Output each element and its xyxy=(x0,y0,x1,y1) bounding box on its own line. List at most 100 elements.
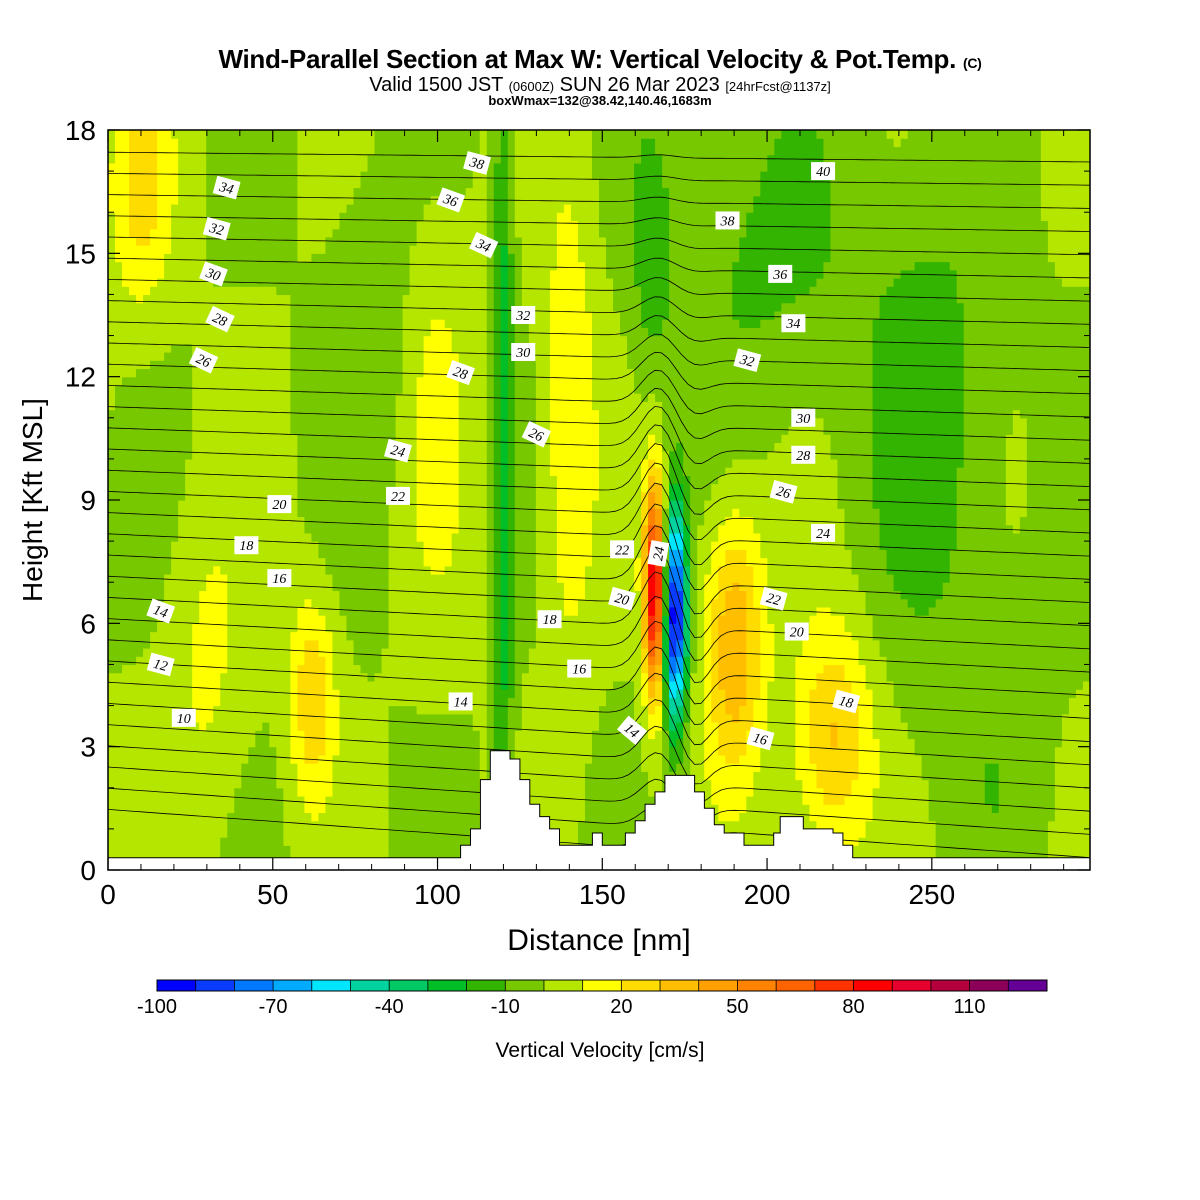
w-cell xyxy=(304,500,313,509)
w-cell xyxy=(290,812,298,822)
w-cell xyxy=(241,352,249,361)
w-cell xyxy=(290,787,298,797)
w-cell xyxy=(346,228,355,238)
w-cell xyxy=(248,146,256,156)
w-cell xyxy=(325,154,334,164)
w-cell xyxy=(185,820,193,830)
w-cell xyxy=(220,672,228,682)
w-cell xyxy=(304,722,313,731)
w-cell xyxy=(332,335,341,345)
w-cell xyxy=(136,278,144,287)
w-cell xyxy=(164,278,172,287)
w-cell xyxy=(234,516,242,526)
w-cell xyxy=(192,475,200,485)
w-cell xyxy=(108,393,116,402)
w-cell xyxy=(388,162,397,172)
w-cell xyxy=(276,236,284,246)
w-cell xyxy=(213,837,221,846)
w-cell xyxy=(409,516,418,526)
w-cell xyxy=(283,212,291,222)
w-cell xyxy=(339,812,348,822)
w-cell xyxy=(213,845,221,855)
w-cell xyxy=(115,384,123,394)
w-cell xyxy=(122,294,130,304)
w-cell xyxy=(290,195,298,205)
w-cell xyxy=(472,401,481,411)
w-cell xyxy=(374,787,383,797)
w-cell xyxy=(234,483,242,493)
w-cell xyxy=(227,154,235,164)
w-cell xyxy=(248,310,256,320)
w-cell xyxy=(402,319,411,328)
w-cell xyxy=(479,500,488,509)
w-cell xyxy=(360,384,369,394)
w-cell xyxy=(185,195,193,205)
w-cell xyxy=(360,516,369,526)
w-cell xyxy=(262,565,270,575)
w-cell xyxy=(493,730,502,740)
w-cell xyxy=(444,220,453,230)
w-cell xyxy=(325,335,334,345)
w-cell xyxy=(255,253,263,263)
w-cell xyxy=(269,335,277,345)
w-cell xyxy=(262,582,270,592)
w-cell xyxy=(220,582,228,592)
w-cell xyxy=(276,376,284,386)
w-cell xyxy=(409,837,418,846)
w-cell xyxy=(283,228,291,238)
w-cell xyxy=(381,245,390,254)
w-cell xyxy=(234,796,242,805)
w-cell xyxy=(297,483,305,493)
w-cell xyxy=(458,820,467,830)
w-cell xyxy=(388,845,397,855)
w-cell xyxy=(276,763,284,772)
w-cell xyxy=(206,154,214,164)
w-cell xyxy=(458,516,467,526)
w-cell xyxy=(150,508,158,518)
w-cell xyxy=(479,294,488,304)
w-cell xyxy=(325,672,334,682)
w-cell xyxy=(108,771,116,781)
w-cell xyxy=(465,220,474,230)
w-cell xyxy=(248,483,256,493)
w-cell xyxy=(157,179,165,189)
w-cell xyxy=(318,845,327,855)
w-cell xyxy=(367,401,376,411)
w-cell xyxy=(311,787,320,797)
w-cell xyxy=(220,730,228,740)
w-cell xyxy=(430,722,439,731)
w-cell xyxy=(143,812,151,822)
w-cell xyxy=(409,384,418,394)
w-cell xyxy=(451,738,460,748)
w-cell xyxy=(465,664,474,674)
w-cell xyxy=(353,327,362,337)
w-cell xyxy=(346,327,355,337)
w-cell xyxy=(150,475,158,485)
w-cell xyxy=(430,417,439,427)
w-cell xyxy=(423,352,432,361)
w-cell xyxy=(122,754,130,764)
w-cell xyxy=(458,401,467,411)
w-cell xyxy=(360,417,369,427)
w-cell xyxy=(451,376,460,386)
w-cell xyxy=(472,467,481,476)
w-cell xyxy=(423,179,432,189)
w-cell xyxy=(269,352,277,361)
w-cell xyxy=(451,245,460,254)
w-cell xyxy=(213,541,221,550)
w-cell xyxy=(248,828,256,838)
w-cell xyxy=(304,269,313,279)
w-cell xyxy=(346,212,355,222)
w-cell xyxy=(122,722,130,731)
w-cell xyxy=(199,138,207,148)
w-cell xyxy=(451,162,460,172)
w-cell xyxy=(290,574,298,583)
w-cell xyxy=(367,179,376,189)
w-cell xyxy=(255,483,263,493)
w-cell xyxy=(451,796,460,805)
w-cell xyxy=(276,697,284,707)
w-cell xyxy=(346,384,355,394)
w-cell xyxy=(437,442,446,452)
w-cell xyxy=(388,212,397,222)
w-cell xyxy=(283,187,291,197)
